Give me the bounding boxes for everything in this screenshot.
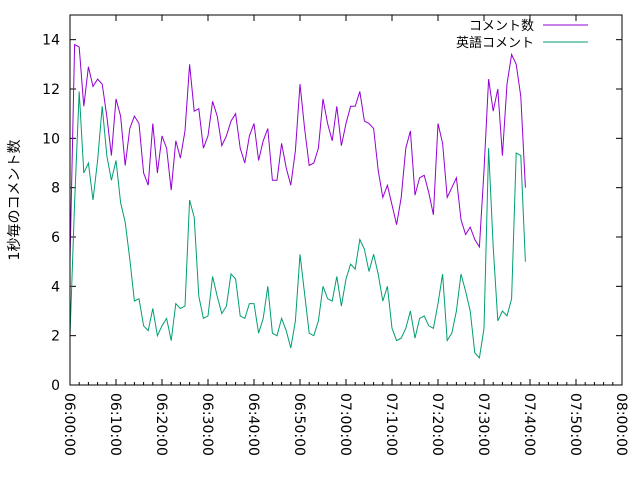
legend-label: 英語コメント xyxy=(456,35,534,51)
x-tick-label: 06:20:00 xyxy=(153,393,169,456)
y-tick-labels: 0 2 4 6 8 10 12 14 xyxy=(42,33,60,394)
plot-frame xyxy=(69,14,623,386)
x-tick-label: 06:00:00 xyxy=(61,393,77,456)
legend-label: コメント数 xyxy=(469,19,534,34)
series-line-1 xyxy=(69,91,526,360)
series-layer xyxy=(69,43,526,360)
x-tick-label: 06:40:00 xyxy=(245,393,261,456)
y-tick-label: 8 xyxy=(51,181,60,197)
x-tick-label: 06:30:00 xyxy=(199,393,215,456)
x-tick-label: 08:00:00 xyxy=(613,393,629,456)
x-tick-label: 07:00:00 xyxy=(337,393,353,456)
y-axis-label: 1秒毎のコメント数 xyxy=(7,140,23,261)
axis-ticks xyxy=(69,15,623,386)
y-tick-label: 6 xyxy=(51,230,60,246)
x-tick-label: 07:30:00 xyxy=(475,393,491,456)
x-tick-label: 07:10:00 xyxy=(383,393,399,456)
x-tick-label: 06:50:00 xyxy=(291,393,307,456)
series-line-0 xyxy=(69,43,526,262)
x-tick-labels: 06:00:00 06:10:00 06:20:00 06:30:00 06:40:00… xyxy=(61,393,629,456)
y-tick-label: 14 xyxy=(42,33,60,49)
x-tick-label: 07:20:00 xyxy=(429,393,445,456)
x-tick-label: 06:10:00 xyxy=(107,393,123,456)
y-tick-label: 10 xyxy=(42,131,60,147)
x-tick-label: 07:40:00 xyxy=(521,393,537,456)
y-tick-label: 4 xyxy=(51,279,60,295)
y-tick-label: 0 xyxy=(51,378,60,394)
y-tick-label: 2 xyxy=(51,329,60,345)
y-tick-label: 12 xyxy=(42,82,60,98)
x-tick-label: 07:50:00 xyxy=(567,393,583,456)
